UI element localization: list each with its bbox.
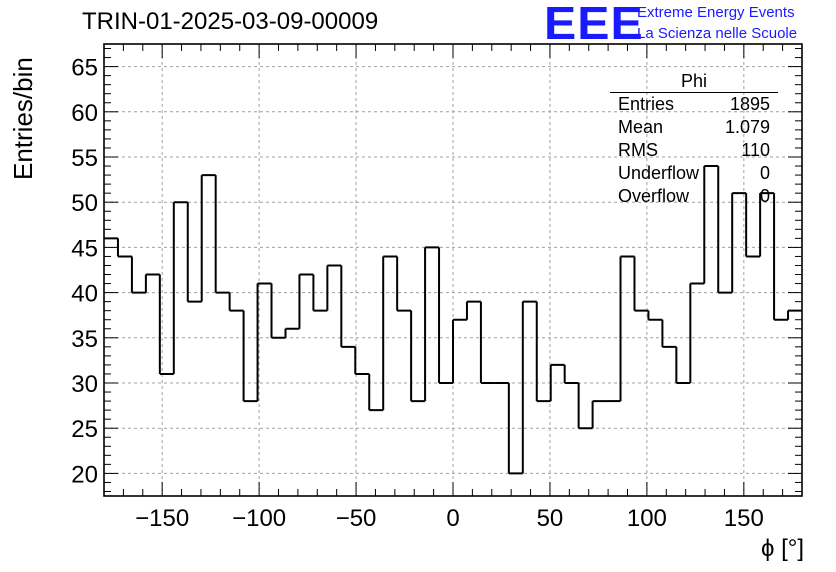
stats-row-entries: Entries 1895 bbox=[610, 93, 778, 116]
histogram-bin bbox=[298, 273, 314, 329]
y-tick-label: 40 bbox=[71, 281, 98, 308]
plot-title: TRIN-01-2025-03-09-00009 bbox=[82, 8, 379, 35]
histogram-bin bbox=[228, 292, 244, 312]
histogram-bin bbox=[410, 310, 426, 403]
stats-row-overflow: Overflow 0 bbox=[610, 185, 778, 208]
stats-value: 1.079 bbox=[724, 117, 770, 137]
stats-title: Phi bbox=[610, 70, 778, 93]
histogram-bin bbox=[759, 192, 775, 257]
histogram-bin bbox=[144, 273, 160, 293]
stats-row-underflow: Underflow 0 bbox=[610, 162, 778, 185]
stats-value: 1895 bbox=[729, 94, 770, 114]
y-tick-label: 50 bbox=[71, 190, 98, 217]
x-tick-label: 100 bbox=[627, 505, 667, 532]
logo-line-1: Extreme Energy Events bbox=[637, 4, 795, 21]
eee-logo: EEE bbox=[544, 0, 644, 49]
histogram-bin bbox=[438, 247, 453, 384]
x-tick-label: 0 bbox=[446, 505, 459, 532]
histogram-bin bbox=[158, 274, 174, 375]
y-tick-label: 65 bbox=[71, 55, 98, 82]
x-tick-label: 50 bbox=[537, 505, 564, 532]
histogram-bin bbox=[172, 201, 188, 374]
histogram-bin bbox=[591, 400, 607, 429]
histogram-bin bbox=[354, 346, 370, 375]
x-tick-label: 150 bbox=[724, 505, 764, 532]
stats-value: 0 bbox=[759, 163, 770, 183]
histogram-bin bbox=[396, 256, 412, 312]
histogram-bin bbox=[647, 310, 663, 321]
histogram-bin bbox=[465, 300, 481, 320]
stats-value: 0 bbox=[759, 186, 770, 206]
histogram-bin bbox=[619, 255, 635, 402]
histogram-bin bbox=[689, 282, 705, 383]
histogram-bin bbox=[731, 192, 747, 293]
histogram-bin bbox=[661, 319, 677, 348]
histogram-bin bbox=[773, 193, 789, 321]
histogram-bin bbox=[200, 174, 216, 302]
y-axis-label: Entries/bin bbox=[8, 57, 38, 180]
x-tick-label: −50 bbox=[336, 505, 377, 532]
histogram-bin bbox=[340, 265, 356, 348]
histogram-bin bbox=[577, 383, 593, 430]
x-axis-label: ϕ [°] bbox=[760, 535, 804, 562]
histogram-bin bbox=[479, 301, 495, 384]
histogram-bin bbox=[675, 346, 691, 384]
histogram-bin bbox=[284, 327, 300, 338]
y-tick-label: 55 bbox=[71, 145, 98, 172]
stats-value: 110 bbox=[741, 140, 770, 160]
histogram-bin bbox=[452, 318, 467, 383]
x-tick-label: −150 bbox=[135, 505, 189, 532]
histogram-bin bbox=[633, 256, 649, 312]
histogram-bin bbox=[186, 202, 202, 303]
histogram-bin bbox=[382, 255, 398, 411]
stats-row-mean: Mean 1.079 bbox=[610, 116, 778, 139]
stats-label: RMS bbox=[618, 140, 658, 160]
stats-label: Underflow bbox=[618, 163, 700, 183]
histogram-bin bbox=[787, 309, 802, 320]
histogram-bin bbox=[535, 301, 551, 403]
histogram-bin bbox=[214, 175, 230, 294]
histogram-bin bbox=[130, 256, 146, 294]
histogram-bin bbox=[242, 310, 258, 403]
logo-line-2: La Scienza nelle Scuole bbox=[637, 25, 798, 42]
stats-box: Phi Entries 1895 Mean 1.079 RMS 110 Unde… bbox=[610, 70, 778, 208]
y-tick-label: 30 bbox=[71, 371, 98, 398]
stats-label: Entries bbox=[618, 94, 675, 114]
histogram-bin bbox=[368, 373, 384, 412]
histogram-bin bbox=[256, 282, 272, 402]
y-tick-label: 35 bbox=[71, 326, 98, 353]
histogram-bin bbox=[507, 383, 523, 475]
histogram-bin bbox=[521, 300, 537, 474]
y-tick-label: 45 bbox=[71, 235, 98, 262]
stats-label: Overflow bbox=[618, 186, 690, 206]
stats-row-rms: RMS 110 bbox=[610, 139, 778, 162]
y-tick-label: 60 bbox=[71, 100, 98, 127]
histogram-bin bbox=[549, 363, 565, 402]
histogram-bin bbox=[270, 283, 286, 339]
x-tick-label: −100 bbox=[232, 505, 286, 532]
stats-label: Mean bbox=[618, 117, 664, 137]
histogram-bin bbox=[745, 193, 761, 258]
histogram-bin bbox=[717, 166, 733, 294]
y-tick-label: 20 bbox=[71, 461, 98, 488]
histogram-bin bbox=[424, 246, 440, 402]
histogram-bin bbox=[312, 274, 328, 312]
y-tick-label: 25 bbox=[71, 416, 98, 443]
histogram-bin bbox=[326, 264, 342, 311]
histogram-bin bbox=[703, 165, 719, 284]
histogram-bin bbox=[563, 364, 579, 384]
